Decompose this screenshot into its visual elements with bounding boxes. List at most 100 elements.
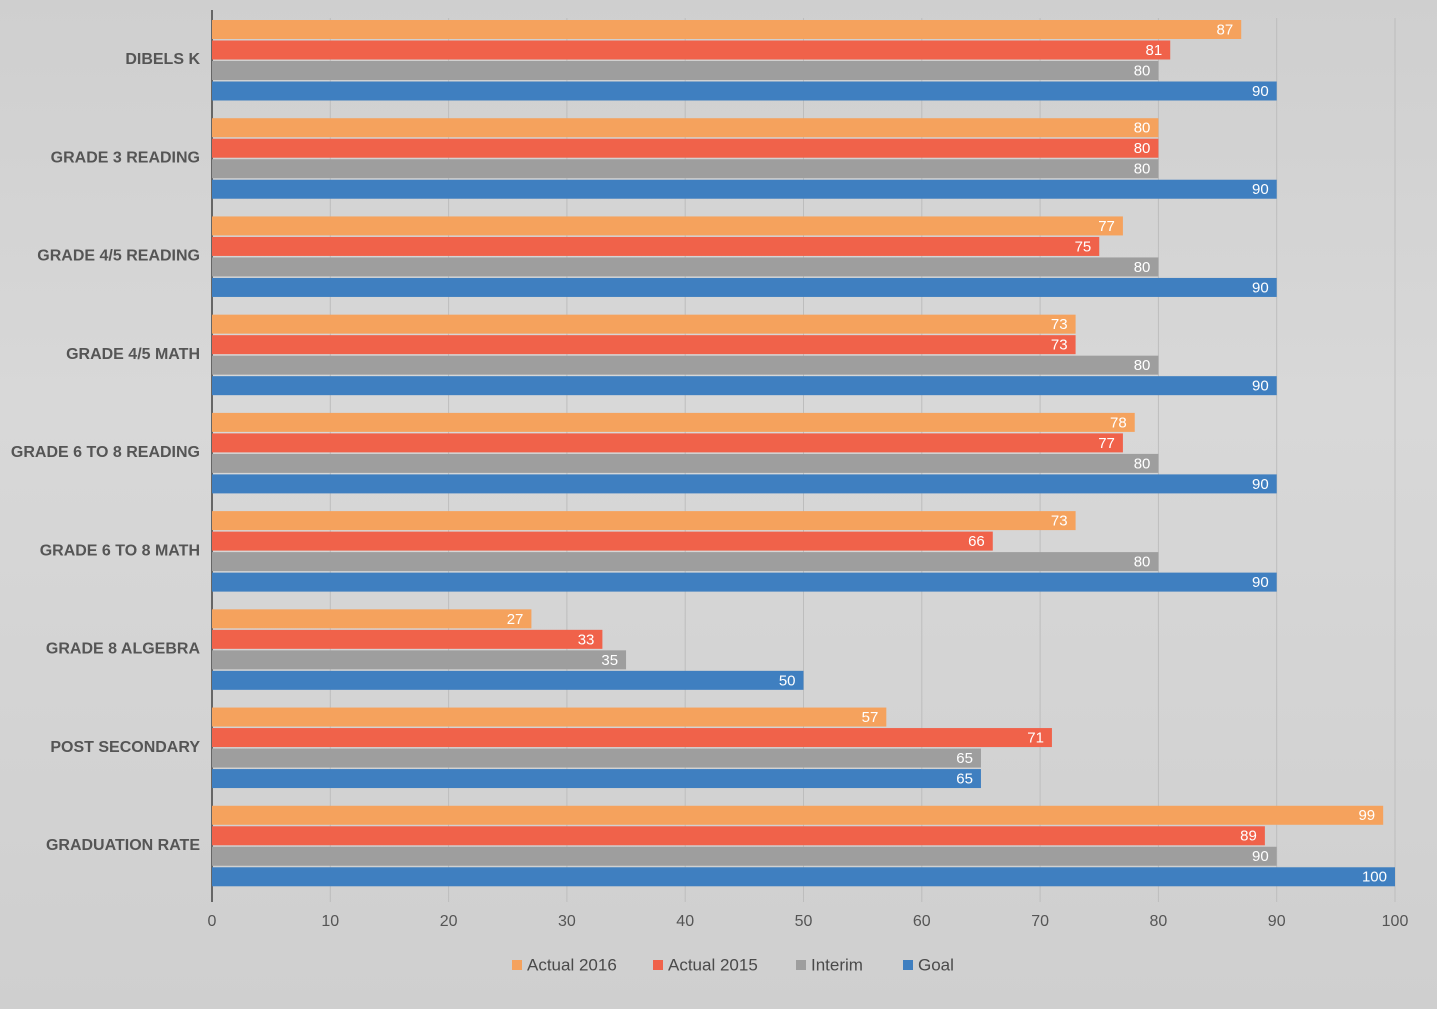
bar — [212, 179, 1277, 199]
data-label: 80 — [1134, 357, 1151, 374]
data-label: 77 — [1098, 218, 1115, 235]
bar — [212, 670, 804, 690]
category-label: GRADE 4/5 MATH — [66, 346, 200, 363]
bar — [212, 433, 1123, 453]
bar — [212, 81, 1277, 101]
bar — [212, 650, 627, 670]
data-label: 73 — [1051, 513, 1068, 530]
data-label: 90 — [1252, 279, 1269, 296]
bar — [212, 216, 1123, 236]
bar — [212, 159, 1159, 179]
bar — [212, 748, 981, 768]
data-label: 33 — [578, 631, 595, 648]
data-label: 99 — [1358, 807, 1375, 824]
x-tick-label: 40 — [676, 913, 694, 930]
data-label: 75 — [1075, 238, 1092, 255]
bar — [212, 40, 1171, 60]
bar — [212, 376, 1277, 396]
bar — [212, 511, 1076, 531]
category-label: GRADE 4/5 READING — [37, 248, 200, 265]
legend-swatch — [512, 960, 522, 970]
data-label: 73 — [1051, 337, 1068, 354]
bar — [212, 412, 1135, 432]
bar — [212, 236, 1100, 256]
bar — [212, 707, 887, 727]
data-label: 80 — [1134, 62, 1151, 79]
x-tick-label: 10 — [321, 913, 339, 930]
x-tick-label: 30 — [558, 913, 576, 930]
x-tick-label: 0 — [208, 913, 217, 930]
x-tick-label: 80 — [1150, 913, 1168, 930]
bar — [212, 474, 1277, 494]
category-label: GRADE 8 ALGEBRA — [46, 641, 201, 658]
data-label: 71 — [1027, 730, 1044, 747]
x-tick-label: 20 — [440, 913, 458, 930]
bar — [212, 846, 1277, 866]
data-label: 90 — [1252, 848, 1269, 865]
data-label: 90 — [1252, 476, 1269, 493]
data-label: 73 — [1051, 316, 1068, 333]
category-label: GRADE 6 TO 8 MATH — [40, 542, 200, 559]
data-label: 90 — [1252, 181, 1269, 198]
x-tick-label: 90 — [1268, 913, 1286, 930]
bar — [212, 118, 1159, 138]
data-label: 90 — [1252, 574, 1269, 591]
x-tick-label: 50 — [795, 913, 813, 930]
data-label: 87 — [1217, 21, 1234, 38]
data-label: 65 — [956, 771, 973, 788]
data-label: 80 — [1134, 554, 1151, 571]
bar — [212, 531, 993, 551]
data-label: 81 — [1146, 42, 1163, 59]
bar — [212, 314, 1076, 334]
category-label: GRADE 3 READING — [51, 149, 200, 166]
data-label: 57 — [862, 709, 879, 726]
bar — [212, 769, 981, 789]
x-tick-label: 100 — [1382, 913, 1409, 930]
bar — [212, 61, 1159, 80]
data-label: 100 — [1362, 869, 1387, 886]
data-label: 80 — [1134, 120, 1151, 137]
data-label: 50 — [779, 672, 796, 689]
legend-label: Actual 2015 — [668, 955, 758, 974]
legend-label: Interim — [811, 955, 863, 974]
bar — [212, 728, 1052, 748]
bar — [212, 20, 1242, 39]
legend-label: Goal — [918, 955, 954, 974]
bar — [212, 867, 1395, 887]
data-label: 65 — [956, 750, 973, 767]
bar — [212, 629, 603, 649]
bar — [212, 335, 1076, 355]
bar — [212, 826, 1265, 846]
data-label: 80 — [1134, 161, 1151, 178]
data-label: 66 — [968, 533, 985, 550]
data-label: 35 — [601, 652, 618, 669]
data-label: 80 — [1134, 259, 1151, 276]
data-label: 80 — [1134, 455, 1151, 472]
legend-swatch — [653, 960, 663, 970]
bar — [212, 257, 1159, 277]
bar — [212, 355, 1159, 375]
bar — [212, 277, 1277, 297]
bar — [212, 552, 1159, 572]
category-label: POST SECONDARY — [50, 739, 200, 756]
category-label: DIBELS K — [125, 51, 200, 68]
bar — [212, 609, 532, 629]
bar — [212, 572, 1277, 592]
category-label: GRADE 6 TO 8 READING — [11, 444, 200, 461]
legend-swatch — [796, 960, 806, 970]
data-label: 90 — [1252, 378, 1269, 395]
legend-label: Actual 2016 — [527, 955, 617, 974]
data-label: 80 — [1134, 140, 1151, 157]
data-label: 27 — [507, 611, 524, 628]
legend-swatch — [903, 960, 913, 970]
bar — [212, 138, 1159, 158]
data-label: 78 — [1110, 414, 1127, 431]
data-label: 90 — [1252, 83, 1269, 100]
x-tick-label: 70 — [1031, 913, 1049, 930]
data-label: 89 — [1240, 828, 1257, 845]
bar — [212, 805, 1384, 825]
data-label: 77 — [1098, 435, 1115, 452]
bar — [212, 453, 1159, 473]
